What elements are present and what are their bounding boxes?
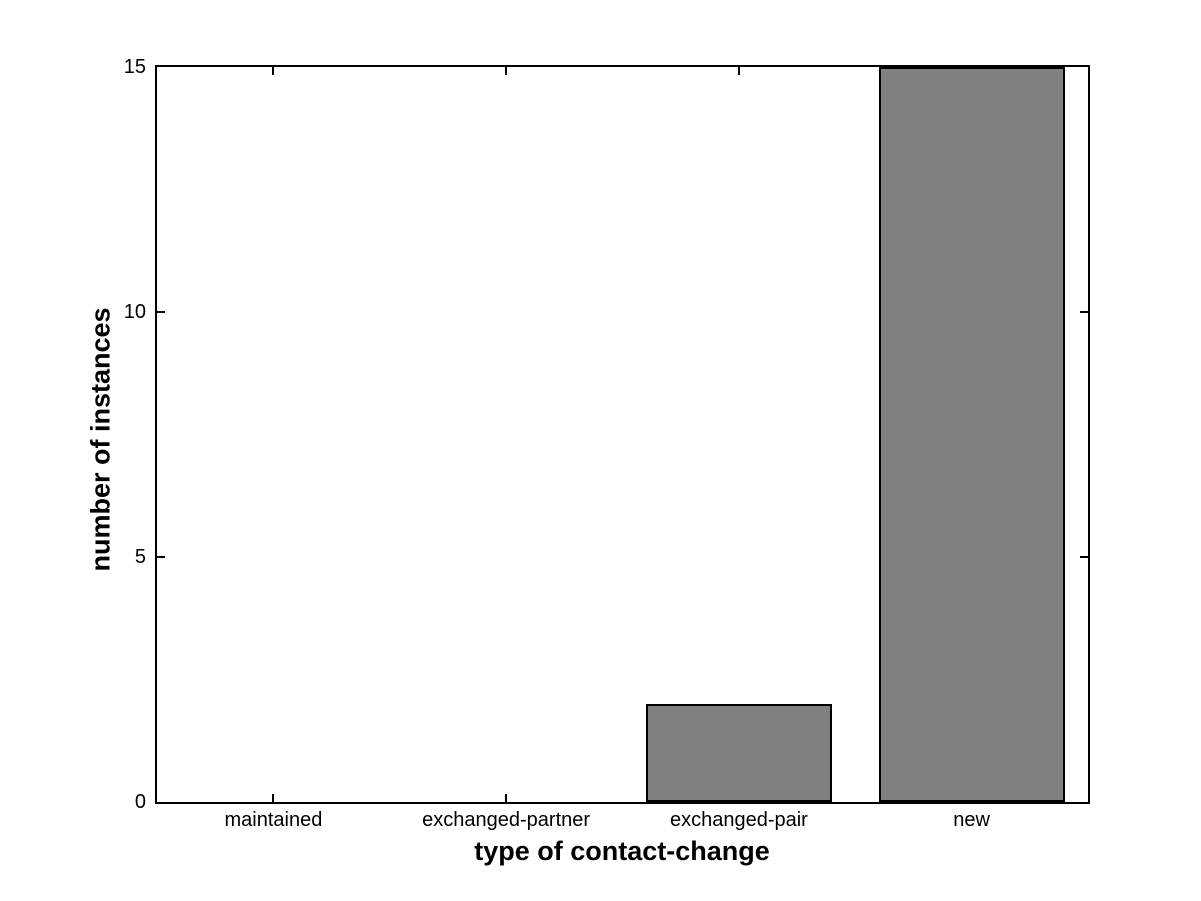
x-tick-top-maintained — [272, 67, 275, 75]
x-tick-label-maintained: maintained — [224, 809, 323, 831]
y-tick-label-10: 10 — [123, 301, 146, 323]
x-axis-label: type of contact-change — [474, 836, 770, 866]
x-tick-bottom-maintained — [272, 794, 275, 802]
x-tick-label-exchanged-partner: exchanged-partner — [422, 809, 591, 831]
bar-new — [878, 67, 1065, 802]
y-tick-label-5: 5 — [134, 546, 146, 568]
x-tick-top-exchanged-partner — [505, 67, 508, 75]
x-tick-bottom-exchanged-partner — [505, 794, 508, 802]
plot-area — [155, 65, 1090, 804]
y-tick-label-15: 15 — [123, 56, 146, 78]
y-tick-left-5 — [157, 556, 165, 558]
x-tick-label-exchanged-pair: exchanged-pair — [669, 809, 808, 831]
x-tick-top-exchanged-pair — [737, 67, 740, 75]
y-axis-label: number of instances — [85, 307, 116, 572]
y-tick-right-5 — [1080, 556, 1088, 558]
y-tick-right-10 — [1080, 311, 1088, 313]
x-tick-label-new: new — [953, 809, 990, 831]
bar-exchanged-pair — [645, 704, 832, 802]
y-tick-label-0: 0 — [134, 791, 146, 813]
y-tick-left-10 — [157, 311, 165, 313]
